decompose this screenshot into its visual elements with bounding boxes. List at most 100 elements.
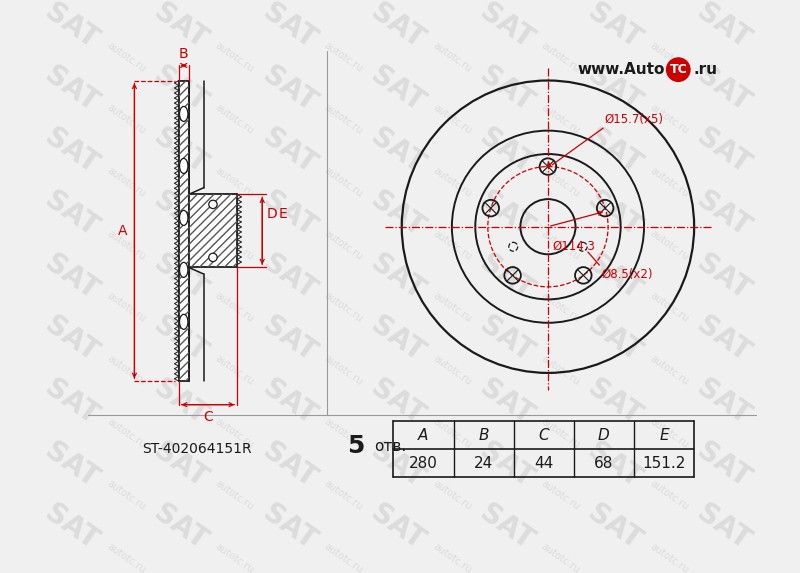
Circle shape xyxy=(666,58,690,81)
Polygon shape xyxy=(178,81,189,381)
Text: autotc.ru: autotc.ru xyxy=(214,479,256,513)
Text: autotc.ru: autotc.ru xyxy=(539,228,582,262)
Text: SAT: SAT xyxy=(474,61,538,117)
Text: SAT: SAT xyxy=(366,437,430,493)
Text: autotc.ru: autotc.ru xyxy=(430,103,473,136)
Text: SAT: SAT xyxy=(40,499,104,556)
Text: SAT: SAT xyxy=(691,0,755,54)
Text: SAT: SAT xyxy=(257,61,321,117)
Text: autotc.ru: autotc.ru xyxy=(214,541,256,573)
Text: SAT: SAT xyxy=(366,0,430,54)
Text: autotc.ru: autotc.ru xyxy=(648,416,690,450)
Text: 5: 5 xyxy=(347,434,365,458)
Text: autotc.ru: autotc.ru xyxy=(322,479,364,513)
Text: SAT: SAT xyxy=(40,186,104,242)
Text: 44: 44 xyxy=(534,456,554,471)
Text: E: E xyxy=(279,207,288,221)
Text: autotc.ru: autotc.ru xyxy=(105,416,147,450)
Text: SAT: SAT xyxy=(149,249,212,305)
Text: autotc.ru: autotc.ru xyxy=(648,354,690,387)
Text: Ø8.5(x2): Ø8.5(x2) xyxy=(601,268,653,281)
Text: SAT: SAT xyxy=(691,311,755,368)
Text: SAT: SAT xyxy=(257,249,321,305)
Text: SAT: SAT xyxy=(474,437,538,493)
Text: SAT: SAT xyxy=(583,499,646,556)
Text: SAT: SAT xyxy=(691,374,755,430)
Text: autotc.ru: autotc.ru xyxy=(322,291,364,324)
Text: SAT: SAT xyxy=(474,311,538,368)
Text: 151.2: 151.2 xyxy=(642,456,686,471)
Text: autotc.ru: autotc.ru xyxy=(430,416,473,450)
Text: autotc.ru: autotc.ru xyxy=(648,541,690,573)
Text: SAT: SAT xyxy=(40,61,104,117)
Text: SAT: SAT xyxy=(691,499,755,556)
Text: SAT: SAT xyxy=(40,123,104,180)
Text: E: E xyxy=(659,428,669,443)
Text: SAT: SAT xyxy=(366,249,430,305)
Text: autotc.ru: autotc.ru xyxy=(214,354,256,387)
Text: autotc.ru: autotc.ru xyxy=(539,103,582,136)
Text: autotc.ru: autotc.ru xyxy=(539,479,582,513)
Text: SAT: SAT xyxy=(149,0,212,54)
Text: autotc.ru: autotc.ru xyxy=(105,228,147,262)
Text: SAT: SAT xyxy=(583,374,646,430)
Text: A: A xyxy=(418,428,429,443)
Text: SAT: SAT xyxy=(691,123,755,180)
Text: SAT: SAT xyxy=(583,186,646,242)
Text: autotc.ru: autotc.ru xyxy=(648,228,690,262)
Text: autotc.ru: autotc.ru xyxy=(430,291,473,324)
Text: SAT: SAT xyxy=(40,249,104,305)
Text: 24: 24 xyxy=(474,456,494,471)
Text: D: D xyxy=(266,207,277,221)
Text: autotc.ru: autotc.ru xyxy=(430,354,473,387)
Text: SAT: SAT xyxy=(149,186,212,242)
Text: SAT: SAT xyxy=(691,249,755,305)
Text: SAT: SAT xyxy=(257,311,321,368)
Text: SAT: SAT xyxy=(40,437,104,493)
Text: SAT: SAT xyxy=(257,499,321,556)
Text: SAT: SAT xyxy=(366,311,430,368)
Text: autotc.ru: autotc.ru xyxy=(105,541,147,573)
Text: SAT: SAT xyxy=(474,249,538,305)
Text: SAT: SAT xyxy=(691,61,755,117)
Text: SAT: SAT xyxy=(149,311,212,368)
Text: SAT: SAT xyxy=(474,186,538,242)
Text: B: B xyxy=(179,48,189,61)
Text: autotc.ru: autotc.ru xyxy=(105,479,147,513)
Text: SAT: SAT xyxy=(149,437,212,493)
Text: autotc.ru: autotc.ru xyxy=(539,40,582,74)
Text: autotc.ru: autotc.ru xyxy=(539,291,582,324)
Text: autotc.ru: autotc.ru xyxy=(214,103,256,136)
Text: SAT: SAT xyxy=(149,374,212,430)
Text: D: D xyxy=(598,428,610,443)
Text: SAT: SAT xyxy=(583,437,646,493)
Text: autotc.ru: autotc.ru xyxy=(648,479,690,513)
Text: SAT: SAT xyxy=(40,311,104,368)
Text: SAT: SAT xyxy=(691,437,755,493)
Text: autotc.ru: autotc.ru xyxy=(105,40,147,74)
Text: SAT: SAT xyxy=(257,437,321,493)
Text: autotc.ru: autotc.ru xyxy=(322,416,364,450)
Text: SAT: SAT xyxy=(583,311,646,368)
Text: autotc.ru: autotc.ru xyxy=(539,416,582,450)
Text: autotc.ru: autotc.ru xyxy=(430,541,473,573)
Text: autotc.ru: autotc.ru xyxy=(322,354,364,387)
Text: autotc.ru: autotc.ru xyxy=(648,291,690,324)
Text: SAT: SAT xyxy=(149,499,212,556)
Text: TC: TC xyxy=(670,63,687,76)
Text: autotc.ru: autotc.ru xyxy=(430,166,473,199)
Text: autotc.ru: autotc.ru xyxy=(214,40,256,74)
Text: autotc.ru: autotc.ru xyxy=(648,166,690,199)
Text: autotc.ru: autotc.ru xyxy=(322,103,364,136)
Text: autotc.ru: autotc.ru xyxy=(430,40,473,74)
Text: SAT: SAT xyxy=(257,186,321,242)
Text: autotc.ru: autotc.ru xyxy=(539,541,582,573)
Text: autotc.ru: autotc.ru xyxy=(430,228,473,262)
Text: SAT: SAT xyxy=(583,61,646,117)
Text: autotc.ru: autotc.ru xyxy=(105,354,147,387)
Text: SAT: SAT xyxy=(149,123,212,180)
Text: B: B xyxy=(478,428,489,443)
Text: autotc.ru: autotc.ru xyxy=(214,291,256,324)
Text: SAT: SAT xyxy=(149,61,212,117)
Text: SAT: SAT xyxy=(583,123,646,180)
